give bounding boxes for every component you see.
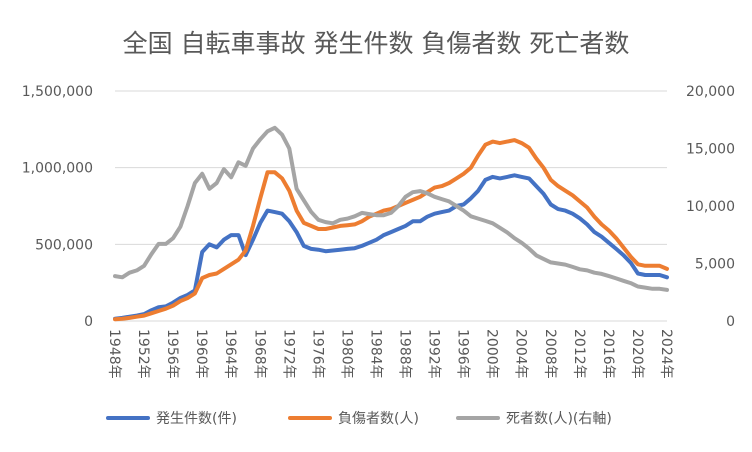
series-line-1	[113, 138, 669, 322]
legend-label-1: 負傷者数(人)	[338, 411, 419, 427]
x-tick-label: 1968年	[251, 329, 267, 379]
right-tick-label: 15,000	[686, 142, 735, 158]
x-tick-label: 2016年	[600, 329, 616, 379]
chart-title: 全国 自転車事故 発生件数 負傷者数 死亡者数	[123, 29, 630, 58]
x-axis: 1948年 1952年 1956年 1960年 1964年 1968年 1972年 1976年…	[106, 329, 674, 379]
x-tick-label: 1956年	[164, 329, 180, 379]
x-tick-label: 2024年	[658, 329, 674, 379]
right-tick-label: 5,000	[695, 257, 735, 273]
x-tick-label: 1960年	[193, 329, 209, 379]
legend-label-2: 死者数(人)(右軸)	[506, 411, 612, 427]
legend-label-0: 発生件数(件)	[156, 411, 237, 427]
x-tick-label: 2020年	[629, 329, 645, 379]
left-tick-label: 500,000	[35, 237, 93, 253]
left-tick-label: 0	[84, 314, 93, 330]
series-line-2	[113, 125, 669, 292]
x-tick-label: 1972年	[280, 329, 296, 379]
left-tick-label: 1,000,000	[22, 161, 93, 177]
right-tick-label: 20,000	[686, 84, 735, 100]
left-tick-label: 1,500,000	[22, 84, 93, 100]
series-line-0	[113, 173, 669, 321]
left-axis: 0 500,000 1,000,000 1,500,000	[22, 84, 93, 330]
right-tick-label: 10,000	[686, 199, 735, 215]
x-tick-label: 1952年	[135, 329, 151, 379]
x-tick-label: 1984年	[367, 329, 383, 379]
x-tick-label: 2000年	[484, 329, 500, 379]
x-tick-label: 2008年	[542, 329, 558, 379]
right-tick-label: 0	[726, 314, 735, 330]
series-layer	[113, 125, 669, 322]
x-tick-label: 2012年	[571, 329, 587, 379]
right-axis: 0 5,000 10,000 15,000 20,000	[686, 84, 735, 330]
x-tick-label: 1988年	[397, 329, 413, 379]
x-tick-label: 1976年	[309, 329, 325, 379]
x-tick-label: 2004年	[513, 329, 529, 379]
x-tick-label: 1964年	[222, 329, 238, 379]
legend: 発生件数(件) 負傷者数(人) 死者数(人)(右軸)	[106, 411, 612, 427]
x-tick-label: 1948年	[106, 329, 122, 379]
x-tick-label: 1992年	[426, 329, 442, 379]
x-tick-label: 1996年	[455, 329, 471, 379]
x-tick-label: 1980年	[338, 329, 354, 379]
